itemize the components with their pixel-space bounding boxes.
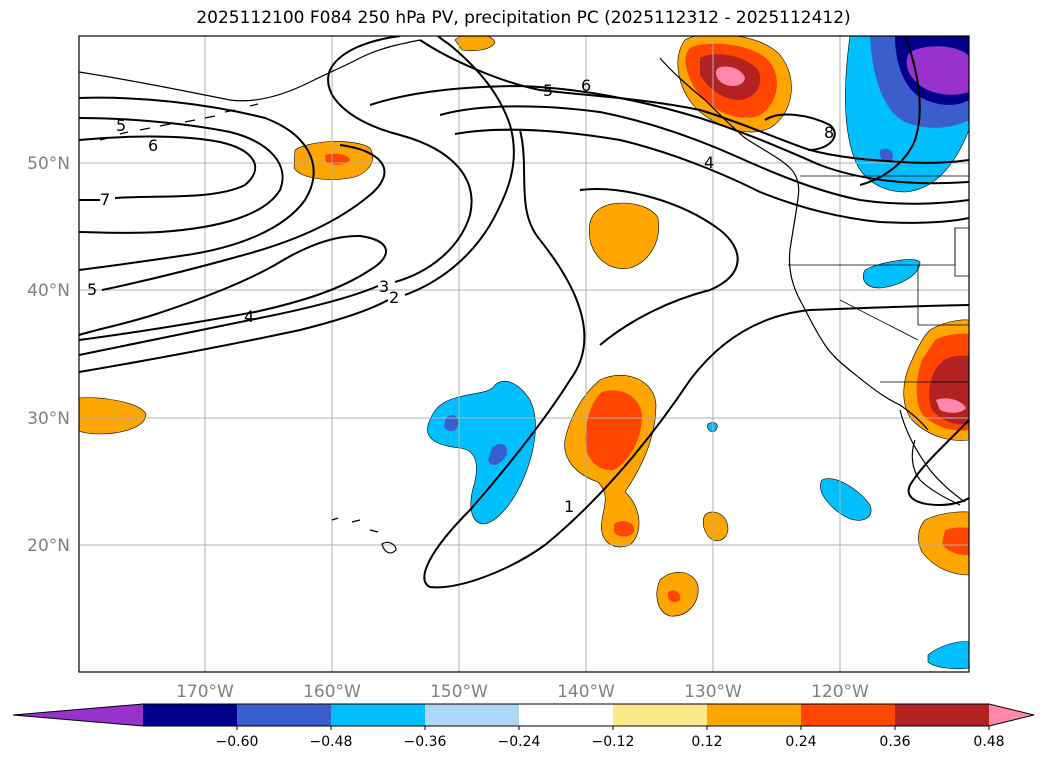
precip-neg-nw-blob <box>879 148 894 162</box>
contour-8 <box>764 113 836 151</box>
contour-label: 5 <box>87 280 97 299</box>
precip-gulf-alaska <box>454 36 496 52</box>
colorbar-segment <box>895 704 990 726</box>
precip-north-central-core <box>325 153 350 165</box>
contour-label: 4 <box>704 153 714 172</box>
political-borders <box>788 175 969 383</box>
precip-neg-nw-peak <box>906 46 969 95</box>
colorbar-tick-label: −0.48 <box>310 734 353 750</box>
lat-label: 30°N <box>27 409 70 429</box>
bc-coast <box>659 57 800 199</box>
contour-label: 8 <box>824 123 834 142</box>
contour-4 <box>79 234 387 341</box>
lat-label: 50°N <box>27 154 70 174</box>
colorbar-tick-label: 0.36 <box>879 734 910 750</box>
precip-subtropical-south <box>614 521 635 537</box>
lon-label: 150°W <box>430 682 488 702</box>
contour-label: 3 <box>379 277 389 296</box>
contour-label: 4 <box>244 307 254 326</box>
colorbar-tick-label: 0.12 <box>691 734 722 750</box>
precip-neg-southeast <box>927 641 969 670</box>
contour-7 <box>79 135 257 201</box>
contour-label: 5 <box>116 116 126 135</box>
contour-5-west <box>79 96 315 271</box>
colorbar-outline <box>12 703 1035 727</box>
precip-neg-central-core1 <box>444 415 459 432</box>
precip-west-edge <box>79 397 147 435</box>
precip-ne-pacific-peak <box>716 66 745 86</box>
lon-label: 140°W <box>557 682 615 702</box>
baja-coast <box>899 409 966 503</box>
colorbar-segment <box>143 704 238 726</box>
colorbar-segment <box>425 704 520 726</box>
latitude-labels: 50°N 40°N 30°N 20°N <box>27 154 70 556</box>
precip-subtropical-core <box>584 390 642 471</box>
precip-south-core <box>668 590 681 603</box>
precip-mid-pacific <box>588 202 660 269</box>
longitude-labels: 170°W 160°W 150°W 140°W 130°W 120°W <box>176 682 869 702</box>
precip-neg-west-us <box>862 259 921 289</box>
colorbar: −0.60 −0.48 −0.36 −0.24 −0.12 0.12 0.24 0.36 0.4… <box>12 703 1035 750</box>
us-west-coast <box>788 197 929 431</box>
lat-label: 40°N <box>27 281 70 301</box>
lon-label: 160°W <box>303 682 361 702</box>
colorbar-segment <box>331 704 426 726</box>
contour-labels: 5 6 7 5 4 3 2 5 6 8 4 1 <box>87 76 834 516</box>
precip-neg-small <box>707 422 718 432</box>
contour-north-2 <box>369 84 969 185</box>
alaska-coast <box>79 39 421 102</box>
contour-label: 1 <box>564 497 574 516</box>
colorbar-tick-label: 0.24 <box>785 734 816 750</box>
precip-negative-shading <box>427 36 969 670</box>
colorbar-extend-low <box>13 704 143 726</box>
contour-3 <box>79 36 473 356</box>
contour-north-3 <box>439 105 969 205</box>
lon-label: 120°W <box>811 682 869 702</box>
precip-mexico-core <box>942 527 969 556</box>
mexico-coast <box>911 439 961 506</box>
gridlines <box>79 36 969 672</box>
precip-neg-central-core2 <box>488 443 507 465</box>
lon-label: 170°W <box>176 682 234 702</box>
contour-label: 7 <box>100 190 110 209</box>
colorbar-segment <box>613 704 708 726</box>
lon-label: 130°W <box>684 682 742 702</box>
contour-north-4 <box>454 128 969 224</box>
colorbar-tick-label: −0.36 <box>404 734 447 750</box>
precip-small-east <box>702 511 729 542</box>
pv-contours <box>79 36 969 589</box>
contour-north-5 <box>423 129 969 589</box>
contour-label: 2 <box>389 288 399 307</box>
map-panel: 5 6 7 5 4 3 2 5 6 8 4 1 <box>78 35 970 673</box>
contour-label: 6 <box>148 136 158 155</box>
colorbar-segment <box>519 704 614 726</box>
colorbar-tick-label: −0.12 <box>592 734 635 750</box>
hawaii-islands <box>331 517 397 554</box>
contour-north-6 <box>579 188 739 346</box>
lat-label: 20°N <box>27 536 70 556</box>
colorbar-segment <box>237 704 332 726</box>
contour-far-east <box>859 36 921 186</box>
colorbar-tick-label: 0.48 <box>973 734 1004 750</box>
map-title: 2025112100 F084 250 hPa PV, precipitatio… <box>196 8 851 28</box>
colorbar-segment <box>801 704 896 726</box>
contour-label: 5 <box>543 81 553 100</box>
colorbar-tick-label: −0.60 <box>216 734 259 750</box>
precip-california-peak <box>936 398 966 413</box>
contour-label: 6 <box>581 76 591 95</box>
contour-6-west <box>79 117 284 234</box>
colorbar-segment <box>707 704 802 726</box>
precip-neg-baja <box>820 478 872 521</box>
contour-5-south <box>101 144 386 291</box>
colorbar-extend-high <box>989 704 1034 726</box>
colorbar-tick-label: −0.24 <box>498 734 541 750</box>
contour-se <box>907 419 969 507</box>
